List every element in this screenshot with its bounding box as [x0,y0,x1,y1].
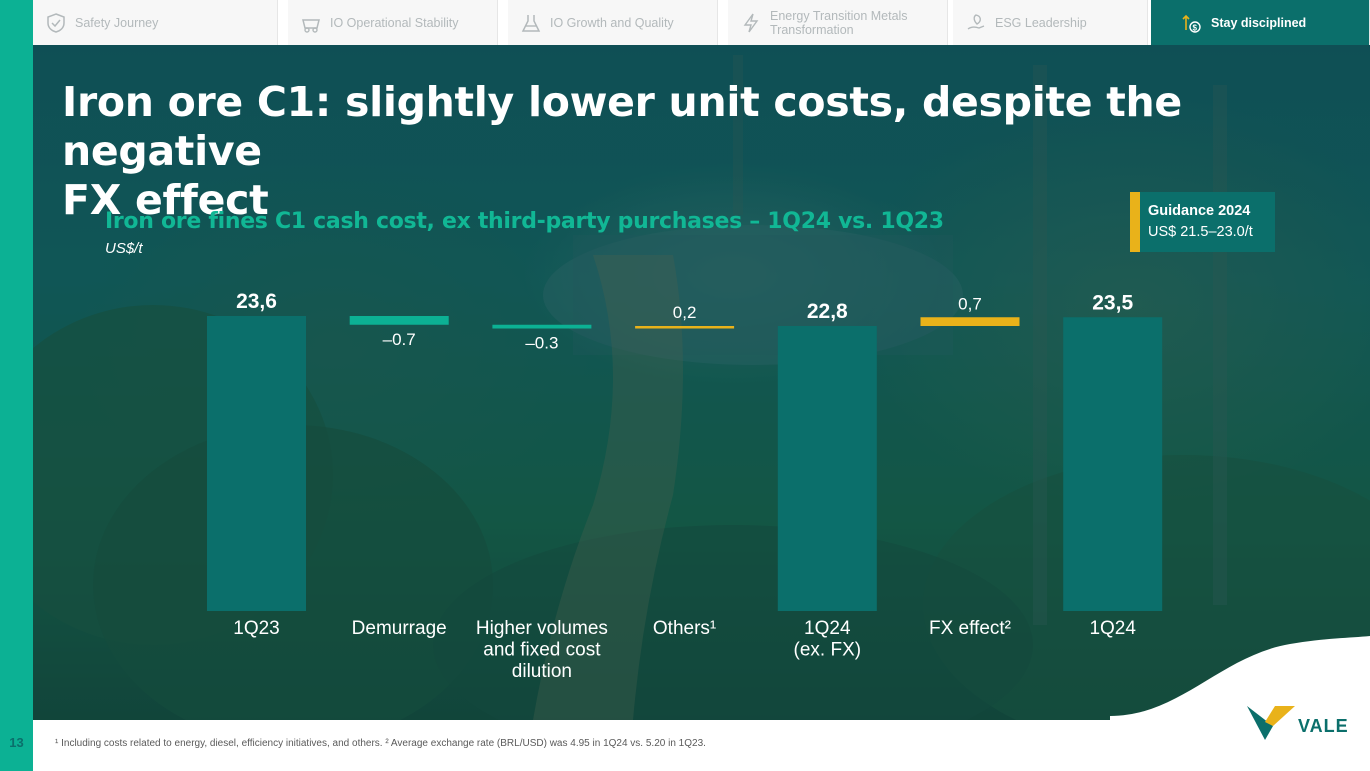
dollar-arrow-icon: $ [1182,14,1201,33]
bar-6 [1063,317,1163,611]
title-line-1: Iron ore C1: slightly lower unit costs, … [62,78,1182,175]
tab-io-growth-and-quality[interactable]: IO Growth and Quality [508,0,718,45]
section-tab-bar: Safety Journey IO Operational Stability … [33,0,1370,45]
tab-energy-transition-metals[interactable]: Energy Transition Metals Transformation [728,0,948,45]
tab-stay-disciplined[interactable]: $ Stay disciplined [1151,0,1370,45]
shield-check-icon [47,12,65,33]
bar-1 [349,316,449,325]
category-label-3: Others¹ [653,618,716,639]
tab-label: ESG Leadership [995,15,1087,30]
hand-leaf-icon [967,13,985,30]
category-label-0: 1Q23 [233,618,279,639]
lightning-icon [743,13,759,32]
tab-label-line-2: Transformation [770,22,854,37]
guidance-value: US$ 21.5–23.0/t [1148,224,1253,240]
page-title: Iron ore C1: slightly lower unit costs, … [62,78,1302,225]
data-label-2: –0.3 [525,334,558,353]
logo-corner-wave [1110,636,1370,771]
tab-safety-journey[interactable]: Safety Journey [33,0,278,45]
tab-label: IO Growth and Quality [550,15,674,30]
tab-esg-leadership[interactable]: ESG Leadership [953,0,1148,45]
page-number: 13 [9,735,24,750]
category-label-4: 1Q24 (ex. FX) [794,618,862,661]
data-label-3: 0,2 [673,303,697,322]
title-line-2: FX effect [62,176,269,224]
data-label-1: –0.7 [383,330,416,349]
vale-logo-icon [1247,706,1295,740]
mine-cart-icon [302,18,320,33]
data-label-5: 0,7 [958,294,982,313]
category-label-5: FX effect² [929,618,1011,639]
category-label-6: 1Q24 [1089,618,1136,639]
guidance-box: Guidance 2024 US$ 21.5–23.0/t [1130,192,1275,252]
bar-4 [777,326,877,611]
data-label-6: 23,5 [1092,291,1133,314]
data-label-0: 23,6 [236,290,277,313]
brand-wordmark: VALE [1298,716,1349,736]
tab-io-operational-stability[interactable]: IO Operational Stability [288,0,498,45]
guidance-accent-bar [1130,192,1140,252]
tab-label: Safety Journey [75,15,159,30]
bar-5 [920,317,1020,326]
left-accent-strip [0,0,33,771]
bar-2 [492,324,592,329]
tab-label-line-1: Energy Transition Metals [770,8,908,23]
svg-text:$: $ [1193,23,1198,32]
beaker-icon [521,14,541,32]
tab-label: IO Operational Stability [330,15,459,30]
bar-0 [207,316,306,611]
data-label-4: 22,8 [807,300,848,323]
footnote: ¹ Including costs related to energy, die… [55,738,706,749]
tab-label: Energy Transition Metals Transformation [770,9,908,37]
chart-title: Iron ore fines C1 cash cost, ex third-pa… [105,209,944,234]
guidance-heading: Guidance 2024 [1148,203,1251,219]
category-label-1: Demurrage [352,618,447,639]
tab-label: Stay disciplined [1211,15,1307,30]
chart-unit-label: US$/t [105,240,143,257]
category-label-2: Higher volumes and fixed cost dilution [476,618,608,682]
bar-3 [635,326,735,329]
